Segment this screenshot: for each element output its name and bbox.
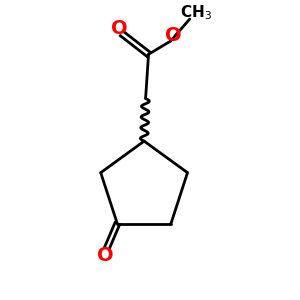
- Text: O: O: [165, 26, 181, 45]
- Text: CH$_3$: CH$_3$: [180, 3, 211, 22]
- Text: O: O: [97, 246, 114, 265]
- Text: O: O: [111, 19, 128, 38]
